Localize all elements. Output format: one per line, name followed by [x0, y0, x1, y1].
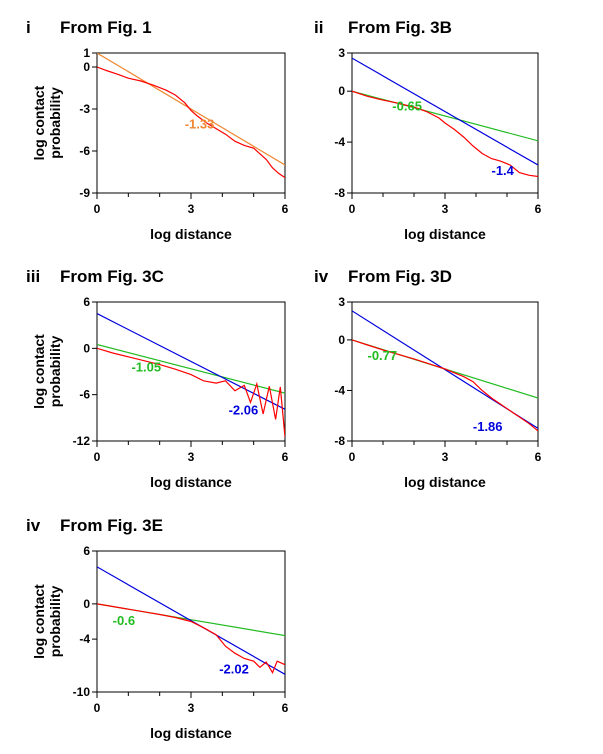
data-curve: [352, 339, 538, 432]
x-tick-label: 0: [349, 202, 356, 216]
y-axis-title: log contact: [31, 584, 47, 659]
x-tick-label: 0: [349, 450, 356, 464]
fit-line-orange: [97, 53, 285, 166]
panel-numeral: ii: [314, 18, 323, 37]
y-tick-label: -10: [73, 685, 91, 699]
y-tick-label: -12: [73, 434, 91, 448]
x-axis-title: log distance: [404, 474, 486, 490]
panel-title: From Fig. 3E: [60, 516, 163, 535]
x-axis-title: log distance: [404, 226, 486, 242]
panel-title: From Fig. 3B: [348, 18, 452, 37]
y-tick-label: 0: [338, 333, 345, 347]
slope-label-green: -0.77: [368, 348, 398, 363]
x-tick-label: 0: [94, 701, 101, 715]
y-tick-label: 0: [338, 84, 345, 98]
fit-line-green: [352, 90, 538, 142]
y-tick-label: -4: [334, 135, 345, 149]
y-tick-label: 0: [83, 341, 90, 355]
y-axis-title-line2: probability: [47, 87, 63, 159]
slope-label-green: -0.6: [113, 613, 135, 628]
x-tick-label: 6: [282, 202, 289, 216]
y-tick-label: 0: [83, 60, 90, 74]
y-axis-title: log contact: [31, 85, 47, 160]
y-tick-label: 1: [83, 46, 90, 60]
y-tick-label: -4: [334, 383, 345, 397]
x-tick-label: 6: [282, 450, 289, 464]
y-tick-label: -9: [79, 186, 90, 200]
x-tick-label: 6: [535, 202, 542, 216]
slope-label-blue: -1.86: [473, 419, 503, 434]
panel-title: From Fig. 3D: [348, 267, 452, 286]
slope-label-green: -1.05: [131, 360, 161, 375]
fit-line-blue: [97, 313, 285, 410]
panel-title: From Fig. 1: [60, 18, 152, 37]
y-axis-title: log contact: [31, 334, 47, 409]
x-axis-title: log distance: [150, 474, 232, 490]
panel-numeral: i: [26, 18, 31, 37]
y-tick-label: 3: [338, 295, 345, 309]
slope-label-blue: -2.06: [229, 403, 259, 418]
slope-label-green: -0.65: [392, 98, 422, 113]
panel-numeral: iii: [26, 267, 40, 286]
y-tick-label: -4: [79, 632, 90, 646]
x-tick-label: 3: [442, 450, 449, 464]
x-tick-label: 3: [188, 701, 195, 715]
y-tick-label: -3: [79, 102, 90, 116]
plot-frame: [96, 301, 286, 442]
y-axis-title-line2: probability: [47, 336, 63, 408]
y-tick-label: -8: [334, 434, 345, 448]
x-tick-label: 3: [188, 450, 195, 464]
fit-line-green: [97, 343, 285, 394]
y-tick-label: 6: [83, 544, 90, 558]
x-tick-label: 6: [535, 450, 542, 464]
y-tick-label: -8: [334, 186, 345, 200]
slope-label-orange: -1.33: [185, 117, 215, 132]
x-tick-label: 6: [282, 701, 289, 715]
slope-label-blue: -1.4: [492, 163, 515, 178]
data-curve: [352, 90, 538, 178]
data-curve: [97, 347, 285, 438]
fit-line-blue: [97, 566, 285, 675]
y-axis-title-line2: probability: [47, 586, 63, 658]
plot-frame: [351, 301, 539, 442]
x-tick-label: 0: [94, 450, 101, 464]
y-tick-label: 6: [83, 295, 90, 309]
y-tick-label: 0: [83, 597, 90, 611]
x-axis-title: log distance: [150, 226, 232, 242]
panel-numeral: iv: [26, 516, 41, 535]
x-axis-title: log distance: [150, 725, 232, 741]
y-tick-label: -6: [79, 388, 90, 402]
y-tick-label: 3: [338, 46, 345, 60]
x-tick-label: 3: [188, 202, 195, 216]
x-tick-label: 3: [442, 202, 449, 216]
panel-title: From Fig. 3C: [60, 267, 164, 286]
x-tick-label: 0: [94, 202, 101, 216]
slope-label-blue: -2.02: [219, 661, 249, 676]
panel-numeral: iv: [314, 267, 329, 286]
data-curve: [97, 603, 285, 674]
data-curve: [97, 66, 285, 179]
fit-line-blue: [352, 57, 538, 166]
y-tick-label: -6: [79, 144, 90, 158]
